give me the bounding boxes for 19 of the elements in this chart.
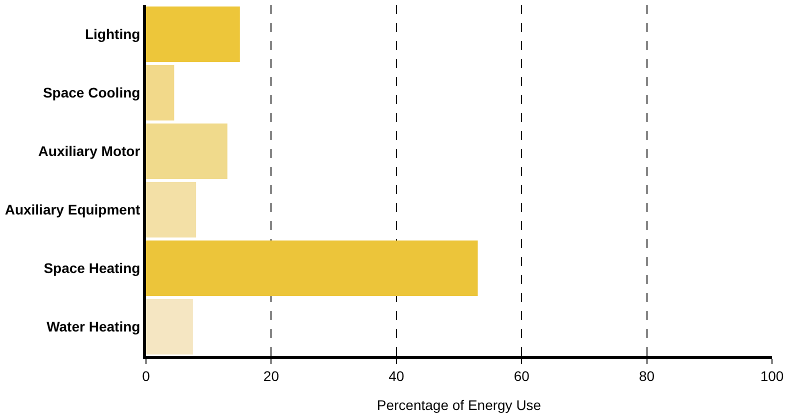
x-tick-label: 100: [760, 368, 784, 384]
x-tick-label: 80: [639, 368, 655, 384]
x-tick-label: 0: [142, 368, 150, 384]
y-tick-label: Auxiliary Motor: [38, 143, 141, 160]
bar: [146, 182, 196, 238]
y-tick-label: Water Heating: [46, 318, 140, 335]
bar: [146, 64, 174, 121]
y-tick-label: Space Heating: [44, 260, 140, 276]
x-axis-title: Percentage of Energy Use: [376, 397, 542, 414]
x-tick-label: 20: [263, 368, 280, 384]
bar: [146, 123, 228, 180]
bar: [146, 6, 240, 62]
x-tick-label: 60: [514, 368, 530, 384]
bar: [146, 240, 478, 296]
y-tick-label: Auxiliary Equipment: [4, 202, 141, 218]
x-tick-label: 40: [388, 368, 404, 384]
y-tick-label: Lighting: [84, 26, 140, 42]
bar: [146, 298, 193, 355]
y-tick-label: Space Cooling: [42, 84, 140, 101]
